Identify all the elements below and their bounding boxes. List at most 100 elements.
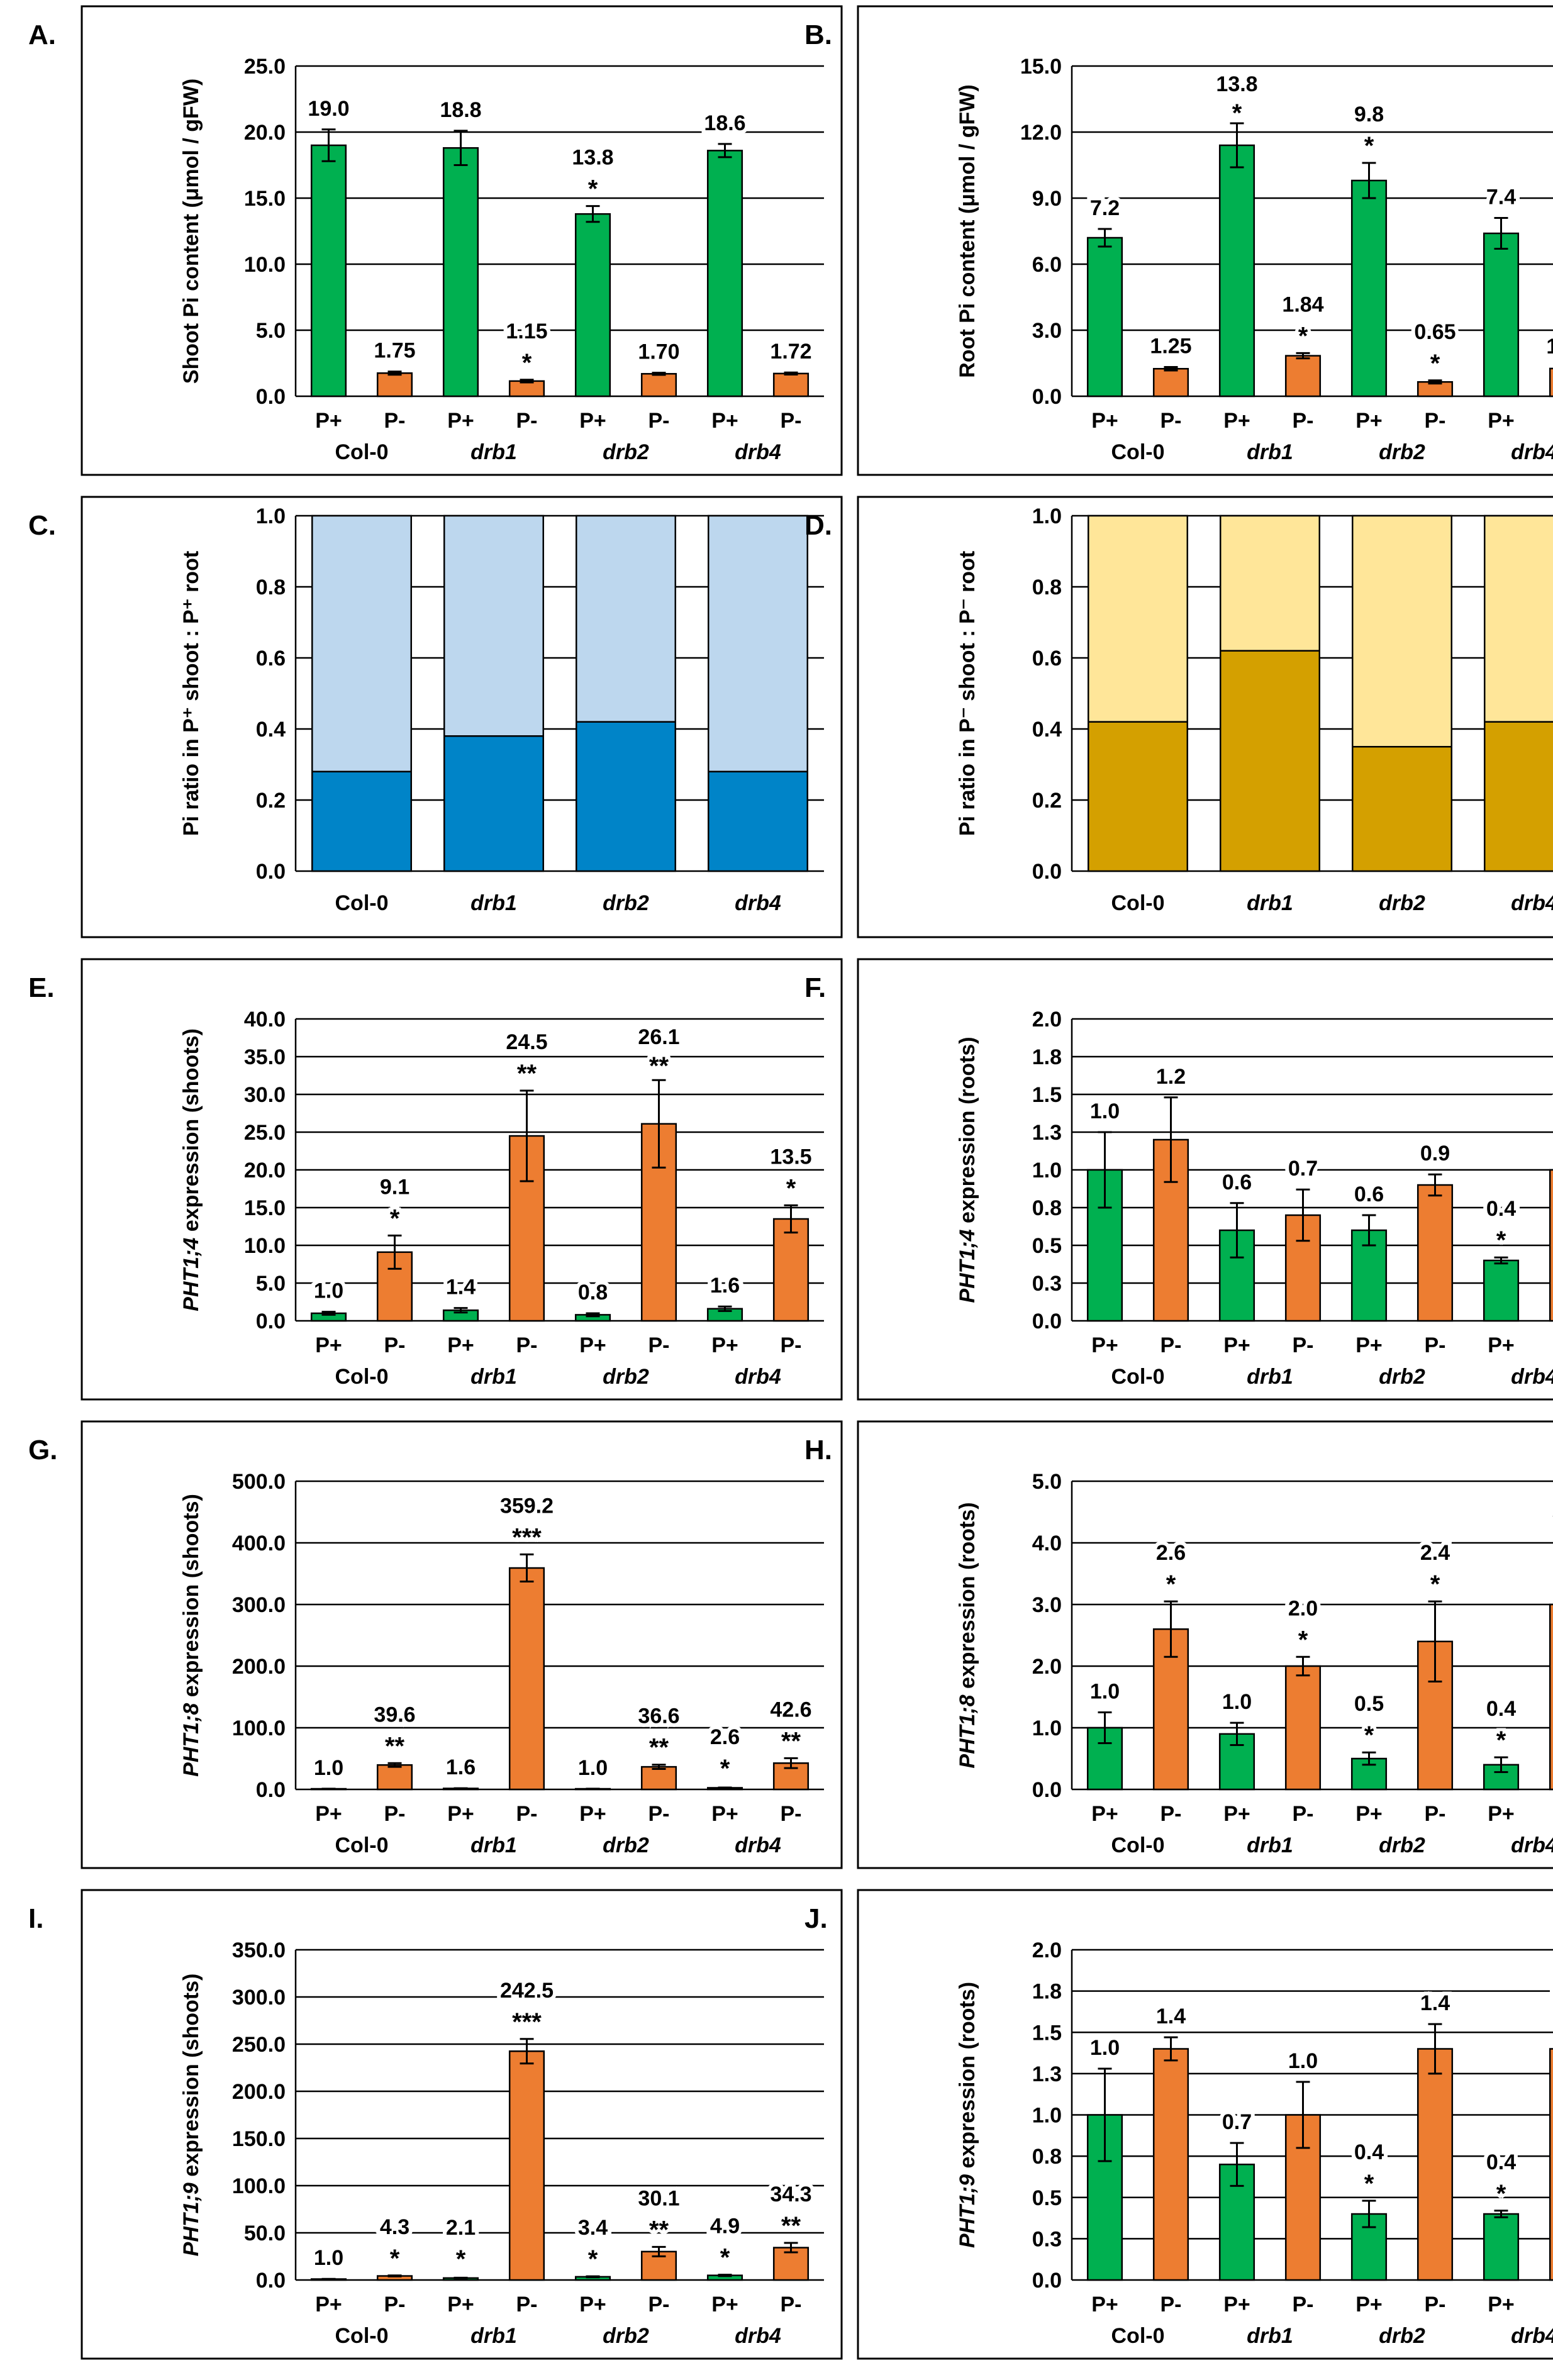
x-tick-label: P+ — [711, 2293, 738, 2316]
panel-c: C. 0.0 0.2 0.4 0.6 0.8 1.0 Pi ratio in P⁺ shoot… — [28, 496, 843, 938]
panel-b: B. 0.0 3.0 6.0 9.0 12.0 15.0 Root Pi content (μ… — [804, 5, 1553, 476]
y-tick-label: 1.0 — [1032, 504, 1062, 528]
genotype-label: drb4 — [1511, 1833, 1553, 1857]
y-axis-label-gene: PHT1;8 — [955, 1694, 979, 1768]
y-tick-label: 0.6 — [256, 647, 286, 670]
significance-marker: * — [1166, 1571, 1176, 1598]
data-label: 0.9 — [1420, 1142, 1450, 1165]
bar — [640, 1766, 677, 1791]
significance-marker: ** — [649, 1052, 669, 1080]
significance-marker: * — [1298, 322, 1308, 350]
y-tick-label: 1.5 — [1032, 2021, 1062, 2045]
y-tick-label: 15.0 — [244, 187, 286, 211]
data-label: 24.5 — [506, 1030, 547, 1054]
bar — [1417, 2048, 1454, 2281]
x-tick-label: P+ — [1223, 1802, 1250, 1826]
data-label: 18.8 — [440, 98, 481, 122]
bar — [1350, 179, 1388, 398]
significance-marker: * — [588, 2245, 598, 2273]
x-tick-label: P- — [516, 2293, 538, 2316]
data-label: 0.7 — [1288, 1157, 1318, 1181]
significance-marker: * — [1364, 1721, 1374, 1749]
y-tick-label: 20.0 — [244, 121, 286, 145]
data-label: 26.1 — [638, 1025, 679, 1049]
data-label: 0.4 — [1486, 2150, 1516, 2174]
y-axis-label-rest: expression (shoots) — [179, 1494, 203, 1703]
bar-segment-root — [443, 735, 544, 872]
x-tick-label: P- — [1161, 1802, 1182, 1826]
panel-i: I. 0.0 50.0 100.0 150.0 200.0 250.0 300.0 350.0 P… — [28, 1889, 843, 2360]
genotype-label: drb2 — [603, 1833, 649, 1857]
x-tick-label: P+ — [711, 1802, 738, 1826]
data-label: 359.2 — [500, 1494, 554, 1518]
y-tick-label: 1.3 — [1032, 2062, 1062, 2086]
y-tick-label: 400.0 — [232, 1532, 286, 1555]
x-tick-label: drb4 — [1511, 891, 1553, 915]
genotype-label: drb2 — [603, 2324, 649, 2348]
y-axis-label-gene: PHT1;9 — [955, 2174, 979, 2248]
data-label: 2.0 — [1288, 1596, 1318, 1620]
x-tick-label: P- — [648, 1333, 670, 1357]
x-tick-label: P+ — [579, 1802, 606, 1826]
x-tick-label: P- — [384, 409, 406, 433]
x-tick-label: drb2 — [1379, 891, 1425, 915]
genotype-label: drb1 — [1247, 440, 1293, 464]
x-tick-label: P+ — [579, 1333, 606, 1357]
y-tick-label: 1.8 — [1032, 1045, 1062, 1069]
genotype-label: drb1 — [1247, 2324, 1293, 2348]
data-label: 1.0 — [1222, 1690, 1252, 1714]
genotype-label: drb2 — [1379, 440, 1425, 464]
genotype-label: Col-0 — [335, 2324, 389, 2348]
y-tick-label: 15.0 — [244, 1196, 286, 1220]
y-tick-label: 100.0 — [232, 2174, 286, 2198]
bar-segment-shoot — [311, 514, 412, 773]
y-tick-label: 50.0 — [244, 2222, 286, 2245]
x-tick-label: P+ — [1355, 1802, 1383, 1826]
x-tick-label: P+ — [1223, 409, 1250, 433]
significance-marker: ** — [649, 1734, 669, 1762]
data-label: 19.0 — [308, 97, 349, 121]
y-tick-label: 0.8 — [1032, 2145, 1062, 2169]
x-tick-label: P- — [648, 1802, 670, 1826]
x-tick-label: drb2 — [603, 891, 649, 915]
x-tick-label: P- — [1425, 2293, 1446, 2316]
genotype-label: drb4 — [735, 440, 781, 464]
data-label: 1.0 — [314, 1756, 343, 1780]
bar — [1152, 2048, 1189, 2281]
genotype-label: drb1 — [470, 440, 517, 464]
genotype-label: Col-0 — [1111, 440, 1165, 464]
x-tick-label: P+ — [447, 2293, 474, 2316]
bar — [1284, 1665, 1322, 1791]
y-tick-label: 0.0 — [256, 860, 286, 884]
bar — [1549, 1169, 1553, 1322]
y-tick-label: 25.0 — [244, 55, 286, 79]
data-label: 1.25 — [1150, 334, 1191, 358]
y-tick-label: 6.0 — [1032, 253, 1062, 277]
data-label: 3.4 — [578, 2216, 608, 2240]
data-label: 0.6 — [1354, 1182, 1384, 1206]
y-tick-label: 0.0 — [256, 1310, 286, 1333]
x-tick-label: P+ — [1488, 2293, 1515, 2316]
panel-a: A. 0.0 5.0 10.0 15.0 20.0 25.0 Shoot Pi content… — [28, 5, 843, 476]
x-tick-label: P+ — [579, 2293, 606, 2316]
genotype-label: drb4 — [735, 1833, 781, 1857]
y-tick-label: 10.0 — [244, 253, 286, 277]
significance-marker: * — [1496, 2180, 1506, 2208]
bar — [1549, 367, 1553, 398]
y-axis-label-gene: PHT1;9 — [179, 2183, 203, 2256]
y-axis-label: PHT1;4 expression (roots) — [955, 1037, 979, 1303]
bar — [574, 213, 611, 398]
x-tick-label: P+ — [1223, 1333, 1250, 1357]
y-axis-label: PHT1;4 expression (shoots) — [179, 1028, 203, 1311]
y-tick-label: 300.0 — [232, 1986, 286, 2010]
data-label: 1.0 — [314, 1279, 343, 1303]
x-tick-label: P+ — [315, 1333, 342, 1357]
y-tick-label: 35.0 — [244, 1045, 286, 1069]
x-tick-label: P+ — [1091, 2293, 1118, 2316]
bar — [1284, 355, 1322, 398]
y-tick-label: 5.0 — [1032, 1470, 1062, 1494]
x-tick-label: P+ — [1091, 409, 1118, 433]
x-tick-label: P+ — [1355, 409, 1383, 433]
x-tick-label: P+ — [1355, 1333, 1383, 1357]
data-label: 1.4 — [1420, 1991, 1450, 2015]
